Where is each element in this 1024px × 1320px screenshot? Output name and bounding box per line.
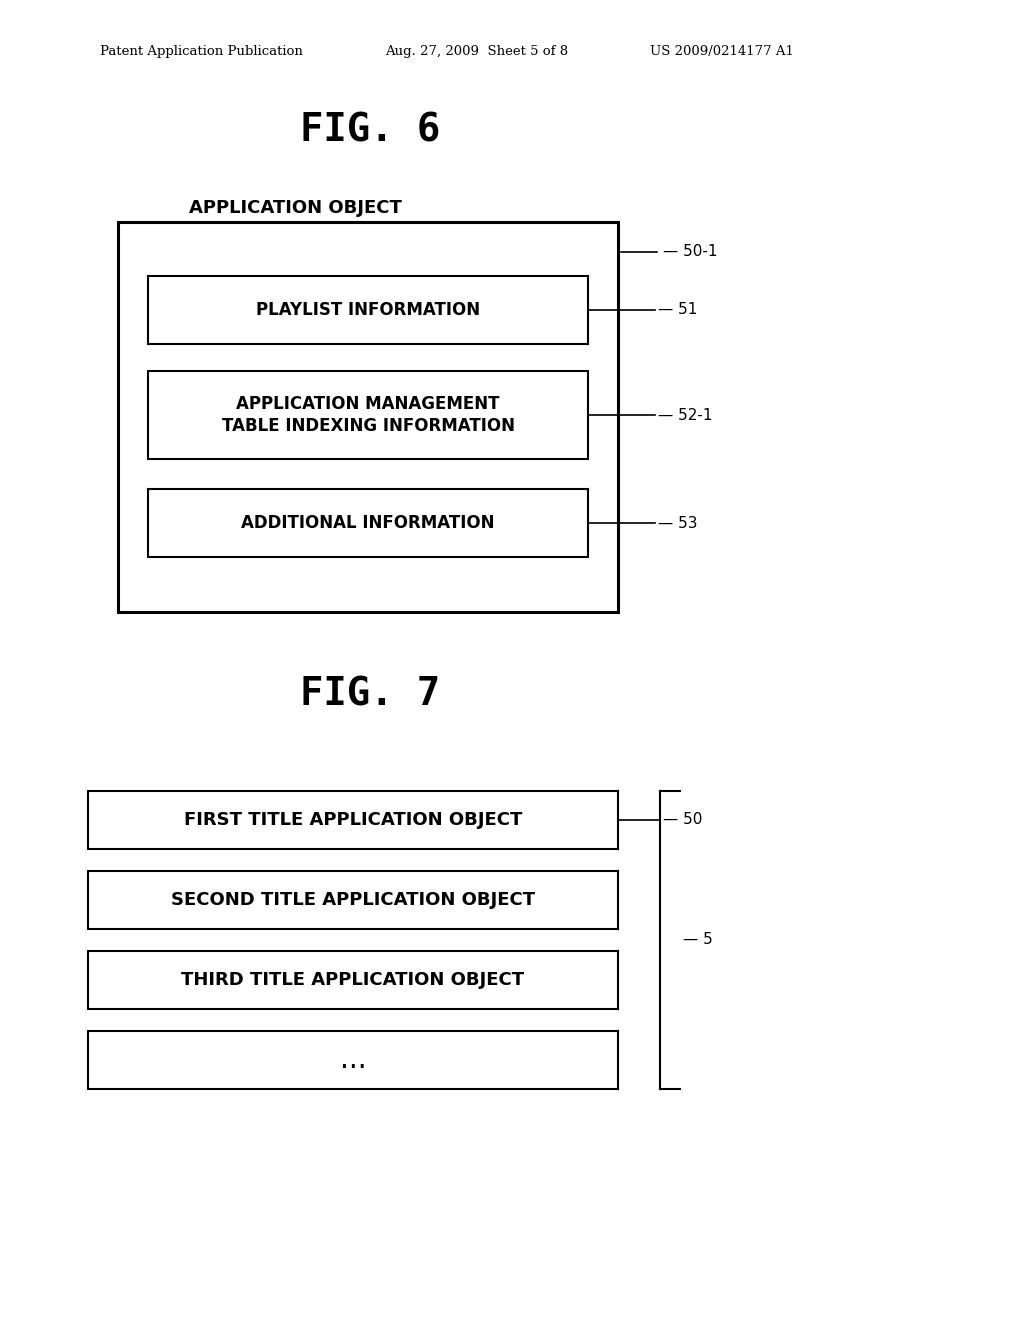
Text: PLAYLIST INFORMATION: PLAYLIST INFORMATION <box>256 301 480 319</box>
Text: US 2009/0214177 A1: US 2009/0214177 A1 <box>650 45 794 58</box>
Text: FIRST TITLE APPLICATION OBJECT: FIRST TITLE APPLICATION OBJECT <box>184 810 522 829</box>
Text: SECOND TITLE APPLICATION OBJECT: SECOND TITLE APPLICATION OBJECT <box>171 891 536 909</box>
Text: FIG. 7: FIG. 7 <box>300 676 440 714</box>
Text: ADDITIONAL INFORMATION: ADDITIONAL INFORMATION <box>242 513 495 532</box>
Text: — 50-1: — 50-1 <box>663 244 718 260</box>
Text: — 50: — 50 <box>663 813 702 828</box>
Text: ...: ... <box>340 1045 367 1074</box>
Bar <box>88 1031 618 1089</box>
Text: FIG. 6: FIG. 6 <box>300 111 440 149</box>
Text: — 53: — 53 <box>658 516 697 531</box>
Bar <box>148 371 588 459</box>
Text: APPLICATION OBJECT: APPLICATION OBJECT <box>188 199 401 216</box>
Text: — 51: — 51 <box>658 302 697 318</box>
Text: THIRD TITLE APPLICATION OBJECT: THIRD TITLE APPLICATION OBJECT <box>181 972 524 989</box>
Text: Aug. 27, 2009  Sheet 5 of 8: Aug. 27, 2009 Sheet 5 of 8 <box>385 45 568 58</box>
Bar <box>88 950 618 1008</box>
Text: — 5: — 5 <box>683 932 713 948</box>
Text: — 52-1: — 52-1 <box>658 408 713 422</box>
Text: APPLICATION MANAGEMENT
TABLE INDEXING INFORMATION: APPLICATION MANAGEMENT TABLE INDEXING IN… <box>221 395 514 436</box>
Bar <box>118 222 618 612</box>
Bar <box>148 488 588 557</box>
Bar <box>148 276 588 345</box>
Bar <box>88 791 618 849</box>
Text: Patent Application Publication: Patent Application Publication <box>100 45 303 58</box>
Bar <box>88 871 618 929</box>
